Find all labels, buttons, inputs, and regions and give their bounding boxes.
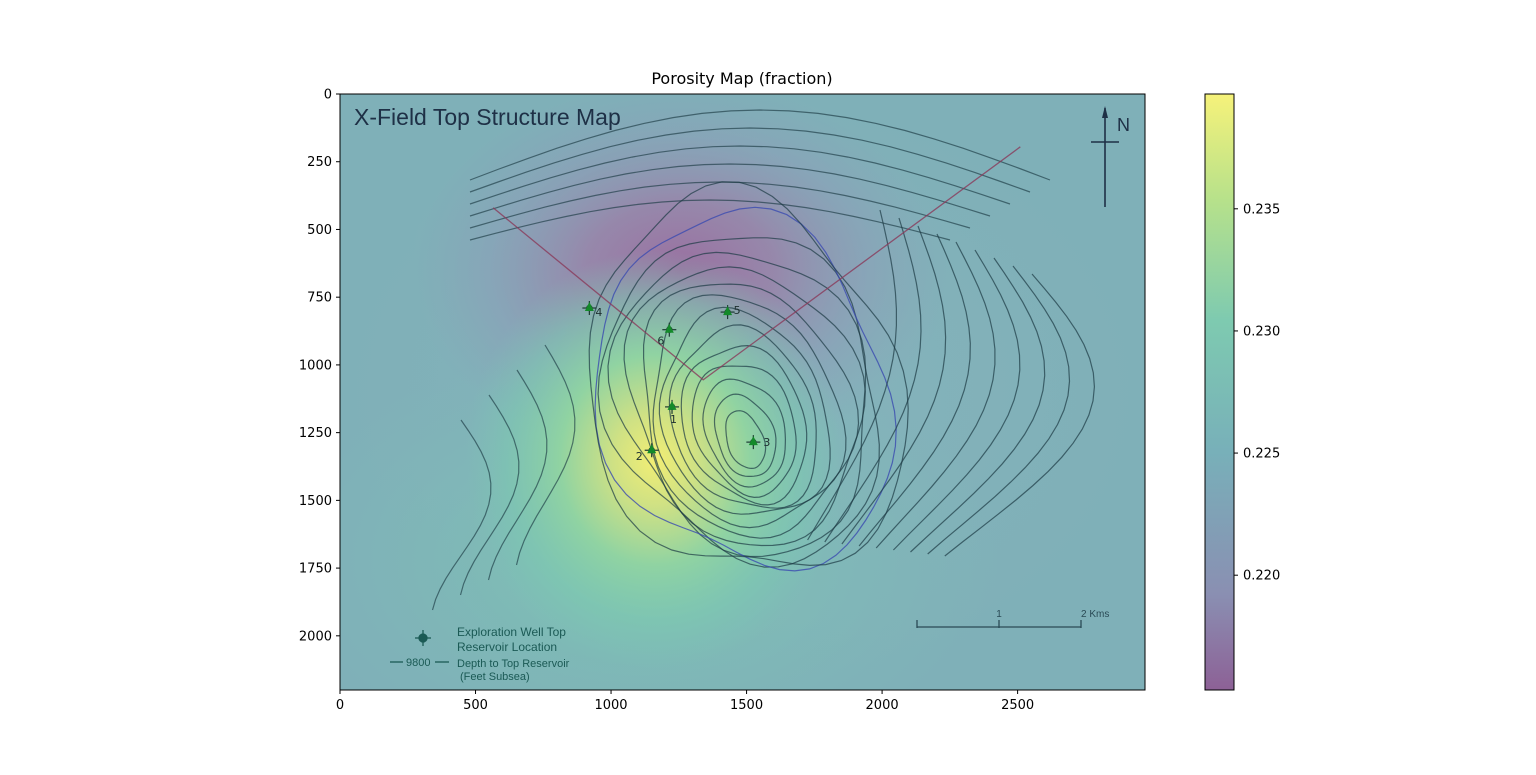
contour-line bbox=[668, 324, 817, 509]
contour-line bbox=[702, 378, 787, 488]
well-marker-4: 4 bbox=[582, 301, 602, 319]
well-label-5: 5 bbox=[734, 304, 741, 317]
well-marker-1: 1 bbox=[665, 399, 680, 426]
x-tick-label: 2500 bbox=[1001, 698, 1034, 713]
legend-well-line2: Reservoir Location bbox=[457, 640, 557, 654]
contour-line bbox=[623, 266, 866, 547]
well-marker-2: 2 bbox=[636, 443, 659, 463]
colorbar-axis: 0.220 0.225 0.230 0.235 bbox=[1234, 202, 1280, 584]
contour-line bbox=[597, 237, 880, 568]
y-tick-label: 0 bbox=[324, 88, 332, 103]
y-tick-label: 1000 bbox=[299, 358, 332, 373]
x-axis: 0 500 1000 1500 2000 2500 bbox=[336, 690, 1034, 713]
contour-line bbox=[469, 163, 991, 217]
contour-line bbox=[910, 257, 1046, 553]
contour-line bbox=[469, 109, 1051, 181]
scale-label-1: 1 bbox=[996, 609, 1002, 620]
contour-line bbox=[944, 273, 1096, 557]
x-tick-label: 0 bbox=[336, 698, 344, 713]
well-label-6: 6 bbox=[657, 335, 664, 348]
colorbar-tick-label: 0.220 bbox=[1243, 569, 1280, 584]
contour-line bbox=[469, 199, 951, 241]
legend-well-line1: Exploration Well Top bbox=[457, 625, 566, 639]
well-label-3: 3 bbox=[763, 436, 770, 449]
contour-line bbox=[927, 265, 1071, 555]
y-tick-label: 1500 bbox=[299, 494, 332, 509]
contour-line bbox=[691, 365, 797, 499]
contour-line bbox=[459, 394, 520, 596]
chart-title: Porosity Map (fraction) bbox=[651, 69, 832, 88]
y-tick-label: 500 bbox=[307, 223, 332, 238]
y-tick-label: 1250 bbox=[299, 426, 332, 441]
north-label: N bbox=[1117, 115, 1130, 135]
contour-line bbox=[725, 410, 767, 470]
contour-line bbox=[469, 145, 1011, 205]
contour-line bbox=[652, 294, 847, 529]
contour-line bbox=[607, 251, 867, 558]
plot-area: 1 2 3 4 5 6 X-Field Top Structure Map N 1 2 K… bbox=[340, 94, 1145, 690]
x-tick-label: 500 bbox=[463, 698, 488, 713]
well-label-1: 1 bbox=[670, 413, 677, 426]
colorbar-tick-label: 0.230 bbox=[1243, 324, 1280, 339]
legend-contour-line1: Depth to Top Reservoir bbox=[457, 658, 570, 670]
y-axis: 0 250 500 750 1000 1250 1500 1750 2000 bbox=[299, 88, 340, 644]
contour-line bbox=[487, 369, 548, 581]
x-tick-label: 2000 bbox=[866, 698, 899, 713]
contour-line bbox=[875, 241, 996, 549]
well-marker-3: 3 bbox=[746, 435, 770, 450]
contour-line bbox=[841, 225, 947, 545]
structure-contours bbox=[431, 109, 1096, 611]
colorbar-tick-label: 0.235 bbox=[1243, 202, 1280, 217]
well-label-4: 4 bbox=[595, 306, 602, 319]
contour-line bbox=[431, 419, 492, 611]
north-arrow-icon bbox=[1091, 106, 1119, 207]
well-label-2: 2 bbox=[636, 450, 643, 463]
legend-contour-value: 9800 bbox=[406, 657, 430, 669]
contour-line bbox=[643, 283, 860, 539]
plot-frame bbox=[339, 93, 1146, 691]
y-tick-label: 250 bbox=[307, 155, 332, 170]
contour-line bbox=[515, 344, 576, 566]
colorbar-tick-label: 0.225 bbox=[1243, 447, 1280, 462]
scale-label-2: 2 Kms bbox=[1081, 609, 1109, 620]
scale-bar bbox=[916, 620, 1082, 628]
contour-line bbox=[807, 209, 897, 541]
legend: Exploration Well Top Reservoir Location … bbox=[390, 625, 570, 683]
colorbar bbox=[1204, 93, 1235, 691]
legend-contour-line2: (Feet Subsea) bbox=[460, 671, 530, 683]
contour-line bbox=[588, 181, 909, 567]
x-tick-label: 1500 bbox=[730, 698, 763, 713]
contour-line bbox=[469, 181, 971, 229]
fault-trace bbox=[492, 146, 1021, 381]
contour-line bbox=[824, 217, 922, 543]
wells-layer: 1 2 3 4 5 6 bbox=[582, 301, 770, 463]
x-tick-label: 1000 bbox=[594, 698, 627, 713]
y-tick-label: 2000 bbox=[299, 629, 332, 644]
well-marker-5: 5 bbox=[720, 304, 741, 320]
contour-line bbox=[713, 393, 777, 477]
map-title: X-Field Top Structure Map bbox=[354, 104, 621, 130]
contour-line bbox=[892, 249, 1021, 551]
y-tick-label: 750 bbox=[307, 291, 332, 306]
y-tick-label: 1750 bbox=[299, 562, 332, 577]
contour-line bbox=[658, 306, 831, 515]
legend-well-icon bbox=[415, 630, 431, 646]
contour-line bbox=[469, 127, 1031, 193]
well-marker-6: 6 bbox=[657, 322, 677, 348]
contour-line bbox=[858, 233, 971, 547]
